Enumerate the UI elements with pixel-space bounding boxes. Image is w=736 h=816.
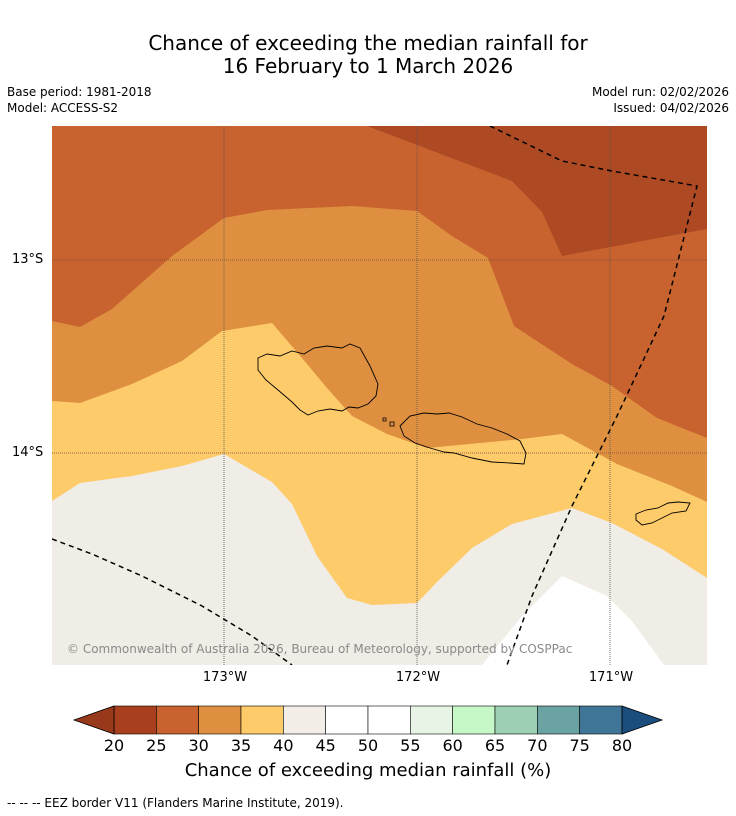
map-title-line2: 16 February to 1 March 2026: [222, 54, 514, 78]
colorbar-cell: [537, 705, 580, 735]
colorbar-cell: [240, 705, 284, 735]
copyright-notice: © Commonwealth of Australia 2026, Bureau…: [67, 642, 572, 656]
colorbar-under-arrow: [72, 705, 115, 735]
colorbar-cell: [367, 705, 411, 735]
colorbar-cell: [156, 705, 199, 735]
colorbar-cell: [283, 705, 326, 735]
model-name: Model: ACCESS-S2: [7, 101, 119, 115]
colorbar-tick-label: 55: [400, 736, 421, 755]
model-run: Model run: 02/02/2026: [591, 85, 729, 99]
colorbar-tick-label: 65: [484, 736, 506, 755]
lon-label-173w: 173°W: [202, 670, 248, 685]
colorbar-tick-label: 45: [315, 736, 336, 755]
colorbar-tick-label: 80: [611, 736, 633, 755]
colorbar-tick-label: 75: [569, 736, 590, 755]
colorbar-tick-label: 60: [442, 736, 463, 755]
colorbar-cell: [579, 705, 623, 735]
upolu-island-outline: [399, 412, 527, 465]
band-45-50: [482, 576, 664, 665]
colorbar-over-arrow: [621, 705, 664, 735]
apolima-manono-islets: [382, 417, 395, 427]
colorbar-tick-label: 20: [103, 736, 125, 755]
colorbar-tick-label: 70: [527, 736, 548, 755]
colorbar-cell: [494, 705, 538, 735]
rainfall-probability-map: © Commonwealth of Australia 2026, Bureau…: [52, 126, 707, 665]
colorbar-tick-label: 40: [273, 736, 294, 755]
eez-border-east: [489, 126, 698, 665]
lat-label-14s: 14°S: [12, 445, 44, 460]
colorbar-tick-label: 30: [188, 736, 209, 755]
colorbar-cell: [198, 705, 242, 735]
eez-footnote: -- -- -- EEZ border V11 (Flanders Marine…: [7, 796, 344, 810]
map-title-line1: Chance of exceeding the median rainfall …: [148, 31, 588, 55]
savaii-island-outline: [257, 343, 379, 416]
colorbar-cell: [452, 705, 496, 735]
issued-date: Issued: 04/02/2026: [613, 101, 729, 115]
colorbar-cell: [113, 705, 157, 735]
base-period: Base period: 1981-2018: [7, 85, 152, 99]
eez-border-west: [52, 538, 293, 665]
colorbar-label: Chance of exceeding median rainfall (%): [184, 760, 552, 781]
lat-label-13s: 13°S: [12, 252, 44, 267]
lon-label-171w: 171°W: [588, 670, 634, 685]
colorbar-tick-label: 25: [146, 736, 167, 755]
colorbar-tick-label: 35: [230, 736, 252, 755]
colorbar-tick-label: 50: [357, 736, 379, 755]
colorbar: [72, 705, 664, 735]
colorbar-cells: [113, 705, 623, 735]
lon-label-172w: 172°W: [395, 670, 441, 685]
tutuila-island-outline: [635, 501, 691, 526]
colorbar-cell: [325, 705, 369, 735]
colorbar-cell: [410, 705, 453, 735]
